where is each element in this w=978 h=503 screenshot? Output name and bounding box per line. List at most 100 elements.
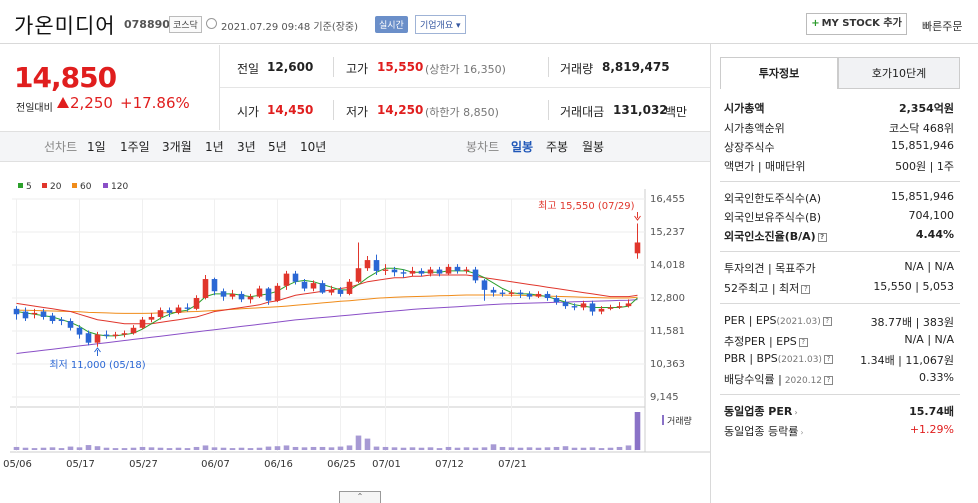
realtime-button[interactable]: 실시간	[375, 16, 408, 33]
divider	[720, 303, 960, 304]
par-value: 500원 | 1주	[895, 160, 954, 173]
stock-code: 078890	[124, 18, 170, 31]
foreign-ratio-value: 4.44%	[915, 228, 954, 241]
volume-bar	[22, 447, 29, 450]
divider	[720, 251, 960, 252]
divider	[548, 57, 549, 77]
stock-chart[interactable]: 5 20 60 120 16,455 15,237 14,018 12,800 11,581 10…	[0, 162, 710, 492]
volume-bar	[427, 447, 434, 450]
my-stock-add-button[interactable]: + MY STOCK 추가	[806, 13, 907, 35]
sector-per-label[interactable]: 동일업종 PER	[724, 405, 793, 418]
period-3y[interactable]: 3년	[237, 140, 256, 154]
candle-body	[85, 333, 92, 343]
price-change-pct: +17.86%	[120, 94, 190, 112]
clock-icon	[206, 18, 217, 29]
chart-resize-handle[interactable]: ⌃	[339, 491, 381, 503]
sector-change-row[interactable]: 동일업종 등락률 › +1.29%	[724, 423, 954, 439]
amount-value: 131,032	[613, 103, 668, 117]
candle-body	[598, 308, 605, 312]
divider	[333, 57, 334, 77]
candle-body	[526, 293, 533, 297]
candle-body	[22, 311, 29, 319]
quick-order-button[interactable]: 빠른주문	[922, 20, 963, 33]
foreign-ratio-label: 외국인소진율(B/A)	[724, 230, 816, 243]
candle-body	[400, 272, 407, 274]
week52-label: 52주최고 | 최저	[724, 282, 800, 295]
candle-body	[67, 321, 74, 328]
high-label: 고가	[346, 62, 369, 76]
divider	[720, 394, 960, 395]
volume-bar	[319, 446, 326, 450]
foreign-hold-label: 외국인보유주식수(B)	[724, 211, 822, 224]
market-badge: 코스닥	[169, 16, 202, 33]
plus-icon: +	[811, 18, 820, 29]
legend-label: 5	[26, 182, 32, 192]
period-1w[interactable]: 1주일	[120, 140, 150, 154]
volume-bar	[130, 447, 137, 450]
market-cap-rank-row: 시가총액순위 코스닥 468위	[724, 120, 954, 136]
candle-body	[274, 285, 281, 301]
candle-body	[454, 266, 461, 271]
period-1d[interactable]: 1일	[87, 140, 106, 154]
candle-body	[175, 307, 182, 313]
candle-monthly[interactable]: 월봉	[582, 140, 605, 154]
sector-per-row[interactable]: 동일업종 PER › 15.74배	[724, 403, 954, 419]
volume-bar	[445, 446, 452, 450]
pbr-row: PBR | BPS(2021.03)? 1.34배 | 11,067원	[724, 352, 954, 367]
help-icon[interactable]: ?	[817, 232, 827, 242]
candle-body	[301, 281, 308, 289]
volume-bar	[346, 445, 353, 450]
x-tick-label: 07/21	[498, 459, 527, 470]
volume-bar	[31, 448, 38, 450]
volume-bar	[247, 448, 254, 450]
candle-weekly[interactable]: 주봉	[546, 140, 569, 154]
candle-body	[508, 292, 515, 294]
candle-body	[616, 306, 623, 308]
period-5y[interactable]: 5년	[268, 140, 287, 154]
volume-bar	[418, 447, 425, 450]
volume-label: 거래량	[667, 415, 692, 427]
legend-label: 20	[50, 182, 62, 192]
help-icon[interactable]: ?	[798, 337, 808, 347]
candle-daily[interactable]: 일봉	[511, 140, 534, 154]
volume-bar	[589, 447, 596, 450]
foreign-hold-row: 외국인보유주식수(B) 704,100	[724, 209, 954, 225]
price-change: 2,250	[70, 94, 113, 112]
candle-body	[112, 334, 119, 336]
divider	[333, 100, 334, 120]
candle-body	[634, 242, 641, 254]
market-cap-label: 시가총액	[724, 102, 765, 115]
candle-body	[220, 291, 227, 297]
market-cap-rank-value: 코스닥 468위	[889, 122, 954, 135]
divider	[548, 100, 549, 120]
volume-bar	[490, 444, 497, 450]
period-bar	[0, 131, 710, 162]
tab-invest-info[interactable]: 투자정보	[720, 57, 838, 89]
candle-body	[553, 298, 560, 303]
period-10y[interactable]: 10년	[300, 140, 327, 154]
volume-bar	[103, 447, 110, 450]
volume-bar	[355, 435, 362, 450]
sector-change-label[interactable]: 동일업종 등락률	[724, 425, 799, 438]
sector-change-value: +1.29%	[909, 423, 954, 436]
y-tick-label: 16,455	[650, 194, 685, 205]
legend-swatch	[42, 183, 47, 188]
volume-bar	[166, 448, 173, 450]
upper-limit: (상한가 16,350)	[425, 63, 506, 76]
period-3m[interactable]: 3개월	[162, 140, 192, 154]
tab-hoga-10[interactable]: 호가10단계	[838, 57, 960, 89]
volume-bar	[193, 446, 200, 450]
help-icon[interactable]: ?	[801, 284, 811, 294]
sector-per-value: 15.74배	[909, 405, 954, 418]
help-icon[interactable]: ?	[822, 316, 832, 326]
candle-body	[373, 260, 380, 271]
week52-row: 52주최고 | 최저? 15,550 | 5,053	[724, 280, 954, 296]
help-icon[interactable]: ?	[824, 375, 834, 385]
candle-body	[40, 311, 47, 317]
company-overview-button[interactable]: 기업개요 ▾	[415, 15, 466, 34]
chevron-right-icon: ›	[800, 428, 804, 437]
volume-bar	[283, 445, 290, 450]
per-row: PER | EPS(2021.03)? 38.77배 | 383원	[724, 314, 954, 329]
help-icon[interactable]: ?	[823, 354, 833, 364]
period-1y[interactable]: 1년	[205, 140, 224, 154]
